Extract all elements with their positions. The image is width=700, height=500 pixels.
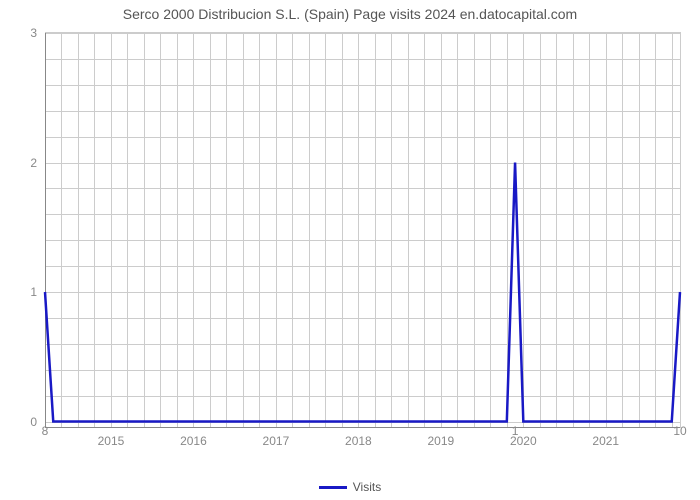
x-tick-label: 2019: [427, 434, 454, 448]
legend: Visits: [0, 480, 700, 494]
y-tick-label: 2: [30, 156, 37, 170]
plot-area: 012320152016201720182019202020218110: [45, 32, 681, 428]
y-tick-label: 3: [30, 26, 37, 40]
line-series: [45, 33, 680, 428]
chart-title: Serco 2000 Distribucion S.L. (Spain) Pag…: [0, 6, 700, 22]
y-tick-label: 1: [30, 285, 37, 299]
x-tick-label: 2017: [263, 434, 290, 448]
x-tick-label: 2018: [345, 434, 372, 448]
x-tick-label: 2016: [180, 434, 207, 448]
x-tick-label: 2015: [98, 434, 125, 448]
y-tick-label: 0: [30, 415, 37, 429]
legend-swatch: [319, 486, 347, 489]
x-tick-label: 2021: [592, 434, 619, 448]
legend-label: Visits: [353, 480, 381, 494]
chart-container: Serco 2000 Distribucion S.L. (Spain) Pag…: [0, 0, 700, 500]
